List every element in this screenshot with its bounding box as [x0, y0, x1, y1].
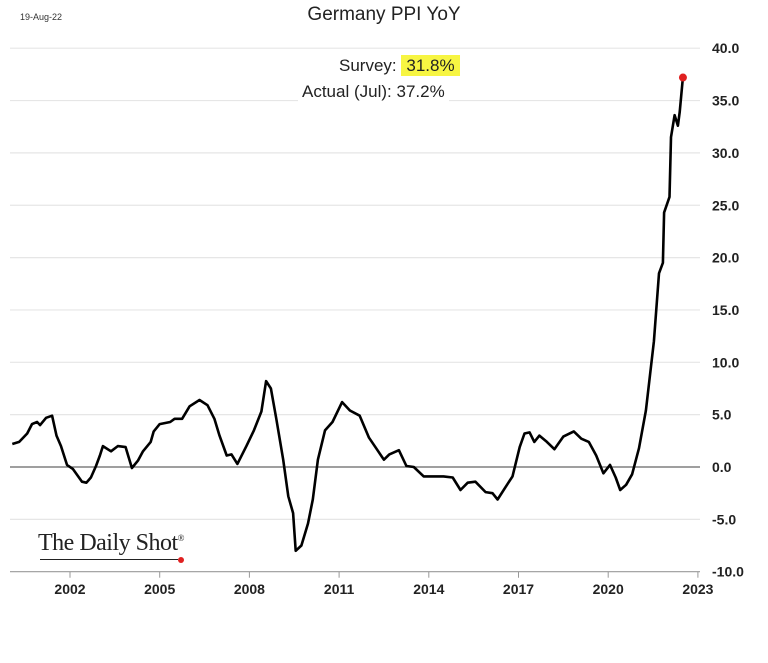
y-tick-label: 20.0 — [712, 250, 739, 266]
actual-value: 37.2% — [396, 82, 445, 101]
chart-title: Germany PPI YoY — [307, 4, 461, 25]
x-tick-label: 2002 — [54, 581, 85, 597]
y-tick-label: -10.0 — [712, 564, 744, 580]
latest-value-marker — [678, 73, 687, 82]
x-axis: 2002 2005 2008 2011 2014 2017 2020 2023 — [10, 571, 714, 597]
y-axis: 40.0 35.0 30.0 25.0 20.0 15.0 10.0 5.0 0.0 -5.0 -1… — [712, 40, 744, 580]
x-tick-label: 2017 — [503, 581, 534, 597]
y-tick-label: 10.0 — [712, 354, 739, 370]
y-tick-label: 15.0 — [712, 302, 739, 318]
logo-text: The Daily Shot — [38, 530, 178, 556]
actual-label: Actual (Jul): — [302, 82, 392, 101]
logo-mark: ® — [177, 533, 185, 543]
x-tick-label: 2005 — [144, 581, 175, 597]
date-stamp: 19-Aug-22 — [20, 12, 63, 22]
x-tick-label: 2014 — [413, 581, 444, 597]
survey-label: Survey: — [339, 56, 397, 75]
y-tick-label: 25.0 — [712, 197, 739, 213]
x-tick-label: 2020 — [593, 581, 624, 597]
x-tick-label: 2008 — [234, 581, 265, 597]
y-tick-label: 30.0 — [712, 145, 739, 161]
y-tick-label: 5.0 — [712, 407, 732, 423]
the-daily-shot-logo: The Daily Shot® — [38, 530, 185, 563]
x-tick-label: 2023 — [682, 581, 713, 597]
logo-underline — [40, 558, 178, 560]
x-tick-label: 2011 — [324, 581, 355, 597]
y-tick-label: 40.0 — [712, 40, 739, 56]
logo-dot — [178, 557, 184, 563]
survey-annotation: Survey: 31.8% — [335, 55, 464, 76]
series-line — [11, 77, 685, 553]
y-tick-label: 35.0 — [712, 93, 739, 109]
actual-annotation: Actual (Jul): 37.2% — [298, 82, 449, 102]
survey-value: 31.8% — [401, 55, 460, 76]
y-tick-label: -5.0 — [712, 511, 736, 527]
gridlines — [10, 47, 700, 520]
y-tick-label: 0.0 — [712, 459, 732, 475]
